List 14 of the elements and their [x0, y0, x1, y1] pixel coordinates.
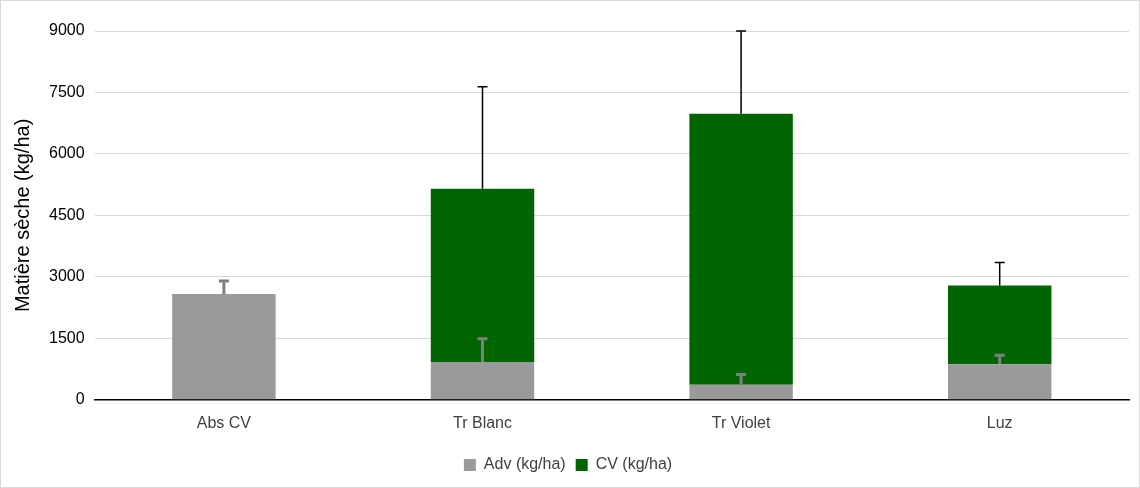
- y-tick-label: 4500: [49, 205, 85, 223]
- x-tick-label: Abs CV: [196, 413, 252, 431]
- legend-label: CV (kg/ha): [595, 455, 673, 473]
- y-tick-label: 0: [75, 390, 85, 408]
- y-tick-label: 9000: [49, 21, 85, 39]
- x-tick-label: Tr Blanc: [453, 413, 512, 431]
- x-tick-label: Luz: [986, 413, 1013, 431]
- y-tick-label: 6000: [49, 144, 85, 162]
- legend-label: Adv (kg/ha): [483, 455, 566, 473]
- x-tick-label: Tr Violet: [711, 413, 771, 431]
- y-axis-title: Matière sèche (kg/ha): [10, 118, 33, 313]
- y-tick-label: 1500: [49, 328, 85, 346]
- y-tick-label: 3000: [49, 267, 85, 285]
- y-tick-label: 7500: [49, 82, 85, 100]
